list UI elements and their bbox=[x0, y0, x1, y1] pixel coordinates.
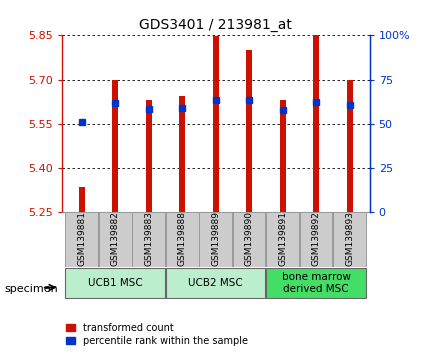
Bar bbox=[65, 268, 165, 298]
Bar bbox=[166, 212, 198, 267]
Text: UCB2 MSC: UCB2 MSC bbox=[188, 278, 243, 288]
Bar bbox=[132, 212, 165, 267]
Text: GSM139892: GSM139892 bbox=[312, 211, 320, 266]
Bar bbox=[279, 100, 286, 212]
Bar bbox=[79, 187, 85, 212]
Text: GSM139893: GSM139893 bbox=[345, 211, 354, 266]
Text: GSM139891: GSM139891 bbox=[278, 211, 287, 266]
Bar bbox=[333, 212, 366, 267]
Text: GSM139890: GSM139890 bbox=[245, 211, 253, 266]
Text: UCB1 MSC: UCB1 MSC bbox=[88, 278, 143, 288]
Legend: transformed count, percentile rank within the sample: transformed count, percentile rank withi… bbox=[66, 323, 248, 346]
Text: specimen: specimen bbox=[4, 284, 58, 293]
Bar bbox=[213, 36, 219, 212]
Bar bbox=[146, 100, 152, 212]
Bar bbox=[347, 80, 352, 212]
Bar bbox=[65, 212, 98, 267]
Text: GSM139881: GSM139881 bbox=[77, 211, 86, 266]
Title: GDS3401 / 213981_at: GDS3401 / 213981_at bbox=[139, 18, 292, 32]
Bar bbox=[266, 268, 366, 298]
Text: GSM139883: GSM139883 bbox=[144, 211, 153, 266]
Bar bbox=[300, 212, 333, 267]
Text: GSM139882: GSM139882 bbox=[111, 211, 120, 266]
Bar bbox=[233, 212, 265, 267]
Bar bbox=[246, 50, 252, 212]
Bar bbox=[99, 212, 132, 267]
Text: GSM139888: GSM139888 bbox=[178, 211, 187, 266]
Bar bbox=[112, 80, 118, 212]
Bar bbox=[199, 212, 232, 267]
Text: GSM139889: GSM139889 bbox=[211, 211, 220, 266]
Bar bbox=[166, 268, 265, 298]
Bar bbox=[266, 212, 299, 267]
Text: bone marrow
derived MSC: bone marrow derived MSC bbox=[282, 272, 351, 294]
Bar bbox=[179, 96, 185, 212]
Bar bbox=[313, 34, 319, 212]
